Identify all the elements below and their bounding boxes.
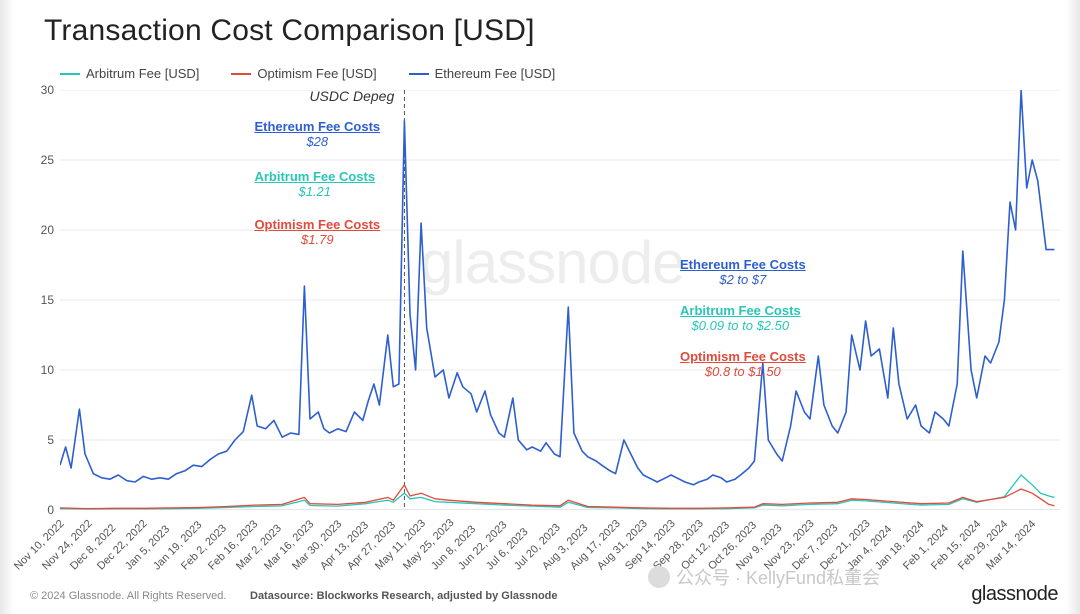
chart-svg — [60, 90, 1060, 510]
annotation-value: $0.09 to to $2.50 — [680, 319, 801, 334]
chart-title: Transaction Cost Comparison [USD] — [44, 14, 535, 48]
y-tick-label: 20 — [30, 223, 54, 237]
annotation-value: $2 to $7 — [680, 273, 806, 288]
annotation-arb-right: Arbitrum Fee Costs $0.09 to to $2.50 — [680, 304, 801, 334]
fade-right — [1066, 0, 1080, 614]
fade-left — [0, 0, 14, 614]
y-tick-label: 15 — [30, 293, 54, 307]
y-tick-label: 0 — [30, 503, 54, 517]
annotation-arb-left: Arbitrum Fee Costs $1.21 — [254, 170, 375, 200]
annotation-opt-right: Optimism Fee Costs $0.8 to $1.50 — [680, 350, 806, 380]
annotation-title: Ethereum Fee Costs — [254, 119, 380, 134]
legend: Arbitrum Fee [USD] Optimism Fee [USD] Et… — [60, 66, 555, 81]
annotation-eth-right: Ethereum Fee Costs $2 to $7 — [680, 258, 806, 288]
annotation-value: $28 — [254, 135, 380, 150]
wechat-icon — [648, 566, 670, 588]
legend-label: Arbitrum Fee [USD] — [86, 66, 199, 81]
chart-plot-area: glassnode USDC Depeg Ethereum Fee Costs … — [60, 90, 1060, 510]
y-tick-label: 25 — [30, 153, 54, 167]
y-tick-label: 30 — [30, 83, 54, 97]
copyright-text: © 2024 Glassnode. All Rights Reserved. — [30, 590, 226, 602]
legend-item-optimism: Optimism Fee [USD] — [231, 66, 376, 81]
annotation-value: $1.79 — [254, 233, 380, 248]
brand-logo: glassnode — [971, 583, 1058, 606]
annotation-title: Optimism Fee Costs — [254, 217, 380, 232]
legend-swatch — [409, 73, 429, 75]
annotation-title: Arbitrum Fee Costs — [254, 169, 375, 184]
annotation-value: $0.8 to $1.50 — [680, 365, 806, 380]
legend-swatch — [60, 73, 80, 75]
legend-swatch — [231, 73, 251, 75]
legend-label: Ethereum Fee [USD] — [435, 66, 556, 81]
wechat-watermark: 公众号 · KellyFund私董会 — [648, 564, 880, 590]
legend-item-arbitrum: Arbitrum Fee [USD] — [60, 66, 199, 81]
annotation-eth-left: Ethereum Fee Costs $28 — [254, 120, 380, 150]
y-tick-label: 10 — [30, 363, 54, 377]
depeg-label: USDC Depeg — [309, 88, 394, 104]
annotation-opt-left: Optimism Fee Costs $1.79 — [254, 218, 380, 248]
wechat-text: 公众号 · KellyFund私董会 — [676, 564, 880, 590]
annotation-value: $1.21 — [254, 185, 375, 200]
annotation-title: Arbitrum Fee Costs — [680, 303, 801, 318]
annotation-title: Ethereum Fee Costs — [680, 257, 806, 272]
chart-container: Transaction Cost Comparison [USD] Arbitr… — [0, 0, 1080, 614]
y-tick-label: 5 — [30, 433, 54, 447]
datasource-text: Datasource: Blockworks Research, adjuste… — [250, 590, 558, 602]
annotation-title: Optimism Fee Costs — [680, 349, 806, 364]
legend-label: Optimism Fee [USD] — [257, 66, 376, 81]
legend-item-ethereum: Ethereum Fee [USD] — [409, 66, 556, 81]
